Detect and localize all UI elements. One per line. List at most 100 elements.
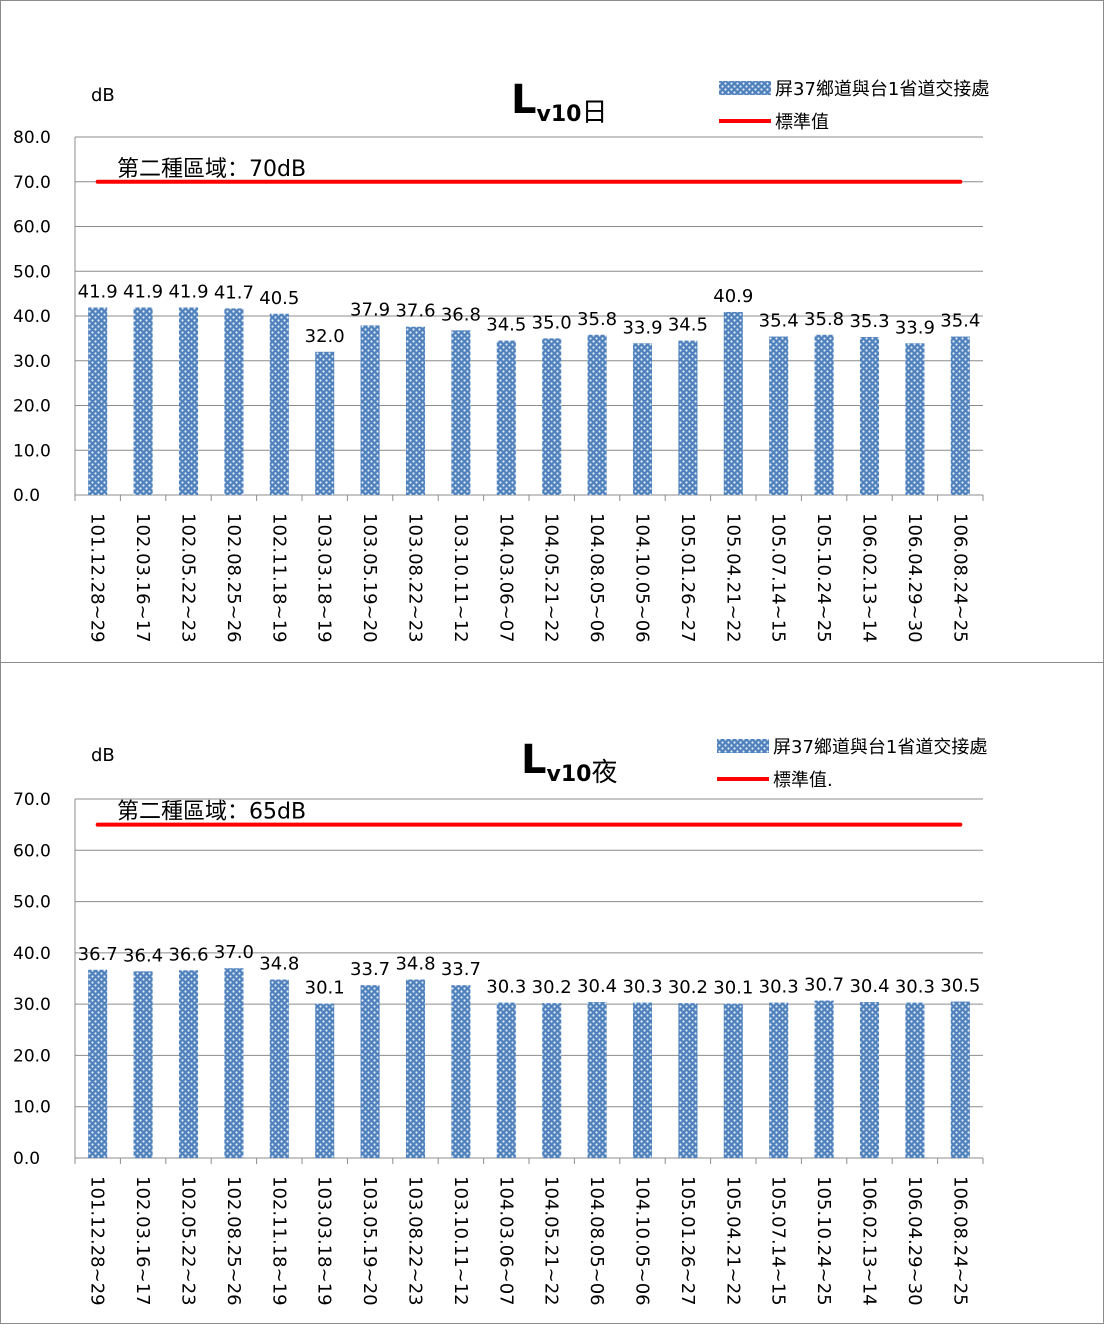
category-label: 102.05.22~23 <box>178 513 199 643</box>
y-axis-unit: dB <box>91 85 115 106</box>
data-label: 41.9 <box>78 281 118 302</box>
category-label: 105.01.26~27 <box>677 513 698 643</box>
data-label: 30.3 <box>622 977 662 998</box>
data-label: 37.0 <box>214 942 254 963</box>
data-label: 35.8 <box>804 309 844 330</box>
category-label: 103.03.18~19 <box>314 1176 335 1306</box>
data-label: 41.9 <box>123 281 163 302</box>
data-label: 30.2 <box>668 977 708 998</box>
bar <box>542 338 562 495</box>
data-label: 33.7 <box>441 959 481 980</box>
category-label: 102.03.16~17 <box>132 1176 153 1306</box>
bar <box>723 1003 743 1158</box>
bar <box>678 1003 698 1158</box>
data-label: 35.3 <box>849 311 889 332</box>
category-label: 102.08.25~26 <box>223 513 244 643</box>
data-label: 30.4 <box>849 976 889 997</box>
legend-label-line: 標準值 <box>775 112 829 133</box>
bar <box>224 308 244 495</box>
bar <box>769 1002 789 1158</box>
data-label: 34.8 <box>395 954 435 975</box>
bar <box>315 351 335 495</box>
chart-panel-day: 0.0 10.0 20.0 30.0 40.0 50.0 60.0 70.0 80.0 41.9 1… <box>0 0 1104 662</box>
bar <box>451 985 471 1158</box>
category-label: 105.01.26~27 <box>677 1176 698 1306</box>
data-label: 36.6 <box>168 944 208 965</box>
data-label: 37.6 <box>395 301 435 322</box>
bar <box>905 343 925 495</box>
category-label: 106.04.29~30 <box>904 513 925 643</box>
category-label: 106.08.24~25 <box>949 1176 970 1306</box>
bar <box>269 979 289 1158</box>
y-tick-label: 10.0 <box>13 1098 51 1118</box>
category-label: 105.07.14~15 <box>768 513 789 643</box>
legend-label-bar: 屏37鄉道與台1省道交接處 <box>775 79 989 100</box>
category-label: 105.10.24~25 <box>813 513 834 643</box>
legend-label-line: 標準值. <box>773 770 833 791</box>
bar <box>133 307 153 495</box>
data-label: 30.1 <box>713 978 753 999</box>
data-label: 34.5 <box>668 315 708 336</box>
y-tick-label: 70.0 <box>13 790 51 810</box>
bar <box>587 334 607 495</box>
chart-title: Lv10夜 <box>521 737 617 788</box>
bar <box>950 1001 970 1158</box>
category-label: 106.02.13~14 <box>859 513 880 643</box>
bar <box>814 334 834 495</box>
category-label: 103.10.11~12 <box>450 513 471 643</box>
category-label: 104.05.21~22 <box>541 1176 562 1306</box>
bar <box>178 307 199 495</box>
bar <box>405 979 426 1158</box>
data-label: 41.9 <box>168 281 208 302</box>
bar <box>632 343 653 495</box>
category-label: 105.10.24~25 <box>813 1176 834 1306</box>
category-label: 104.08.05~06 <box>586 513 607 643</box>
category-label: 105.04.21~22 <box>722 1176 743 1306</box>
bar <box>496 1002 516 1158</box>
category-label: 106.04.29~30 <box>904 1176 925 1306</box>
data-label: 35.0 <box>532 312 572 333</box>
standard-annotation: 第二種區域：65dB <box>117 800 306 825</box>
bar <box>405 326 426 495</box>
data-label: 30.2 <box>532 977 572 998</box>
data-label: 34.8 <box>259 954 299 975</box>
y-tick-label: 0.0 <box>13 486 40 506</box>
y-tick-label: 30.0 <box>13 352 51 372</box>
category-label: 104.03.06~07 <box>495 1176 516 1306</box>
bar <box>950 336 970 495</box>
bar <box>905 1002 925 1158</box>
y-tick-label: 50.0 <box>13 893 51 913</box>
category-label: 102.11.18~19 <box>268 1176 289 1306</box>
y-tick-label: 20.0 <box>13 1046 51 1066</box>
bar <box>859 1002 880 1158</box>
bar <box>88 969 108 1158</box>
bar <box>88 307 108 495</box>
data-label: 33.7 <box>350 959 390 980</box>
bar <box>269 313 289 495</box>
y-tick-label: 80.0 <box>13 128 51 148</box>
category-label: 103.08.22~23 <box>405 1176 426 1306</box>
data-label: 33.9 <box>622 317 662 338</box>
legend-swatch-bar <box>717 739 769 753</box>
data-label: 30.5 <box>940 976 980 997</box>
bar <box>178 970 199 1158</box>
bar <box>542 1003 562 1158</box>
bar <box>632 1002 653 1158</box>
bar <box>315 1003 335 1158</box>
bar <box>496 340 516 495</box>
data-label: 35.4 <box>940 311 980 332</box>
category-label: 101.12.28~29 <box>87 1176 108 1306</box>
y-tick-label: 0.0 <box>13 1149 40 1169</box>
data-label: 32.0 <box>305 326 345 347</box>
bar <box>814 1000 834 1158</box>
data-label: 33.9 <box>895 317 935 338</box>
category-label: 103.08.22~23 <box>405 513 426 643</box>
data-label: 41.7 <box>214 282 254 303</box>
bar <box>360 985 380 1158</box>
chart-panel-night: 0.0 10.0 20.0 30.0 40.0 50.0 60.0 70.0 36.7 101.1… <box>0 662 1104 1324</box>
category-label: 104.10.05~06 <box>632 513 653 643</box>
category-label: 103.10.11~12 <box>450 1176 471 1306</box>
category-label: 102.08.25~26 <box>223 1176 244 1306</box>
y-tick-label: 40.0 <box>13 307 51 327</box>
data-label: 36.8 <box>441 304 481 325</box>
